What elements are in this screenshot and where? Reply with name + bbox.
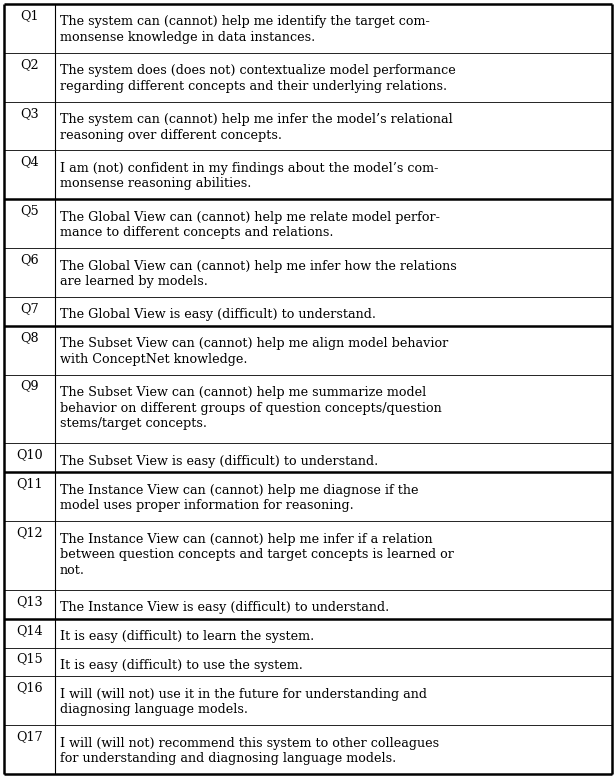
Text: The Global View is easy (difficult) to understand.: The Global View is easy (difficult) to u… <box>60 308 376 321</box>
Text: Q15: Q15 <box>16 653 43 665</box>
Text: Q8: Q8 <box>20 331 39 344</box>
Text: The Global View can (cannot) help me infer how the relations
are learned by mode: The Global View can (cannot) help me inf… <box>60 260 456 288</box>
Text: The Subset View can (cannot) help me align model behavior
with ConceptNet knowle: The Subset View can (cannot) help me ali… <box>60 337 448 366</box>
Text: Q4: Q4 <box>20 156 39 169</box>
Text: Q5: Q5 <box>20 205 39 217</box>
Text: The Instance View can (cannot) help me diagnose if the
model uses proper informa: The Instance View can (cannot) help me d… <box>60 484 418 512</box>
Text: Q16: Q16 <box>16 682 43 694</box>
Text: The Global View can (cannot) help me relate model perfor-
mance to different con: The Global View can (cannot) help me rel… <box>60 211 439 240</box>
Text: Q2: Q2 <box>20 58 39 71</box>
Text: Q9: Q9 <box>20 380 39 393</box>
Text: Q12: Q12 <box>16 526 43 539</box>
Text: Q11: Q11 <box>16 477 43 490</box>
Text: I will (will not) recommend this system to other colleagues
for understanding an: I will (will not) recommend this system … <box>60 737 439 765</box>
Text: The system can (cannot) help me infer the model’s relational
reasoning over diff: The system can (cannot) help me infer th… <box>60 113 452 142</box>
Text: The Subset View is easy (difficult) to understand.: The Subset View is easy (difficult) to u… <box>60 455 378 468</box>
Text: It is easy (difficult) to use the system.: It is easy (difficult) to use the system… <box>60 659 302 672</box>
Text: Q3: Q3 <box>20 107 39 120</box>
Text: Q6: Q6 <box>20 253 39 266</box>
Text: Q7: Q7 <box>20 302 39 315</box>
Text: Q14: Q14 <box>16 624 43 636</box>
Text: I will (will not) use it in the future for understanding and
diagnosing language: I will (will not) use it in the future f… <box>60 688 426 717</box>
Text: It is easy (difficult) to learn the system.: It is easy (difficult) to learn the syst… <box>60 630 314 643</box>
Text: Q17: Q17 <box>16 731 43 743</box>
Text: I am (not) confident in my findings about the model’s com-
monsense reasoning ab: I am (not) confident in my findings abou… <box>60 162 438 191</box>
Text: The Instance View is easy (difficult) to understand.: The Instance View is easy (difficult) to… <box>60 601 389 615</box>
Text: The system can (cannot) help me identify the target com-
monsense knowledge in d: The system can (cannot) help me identify… <box>60 16 429 44</box>
Text: Q13: Q13 <box>16 595 43 608</box>
Text: The Subset View can (cannot) help me summarize model
behavior on different group: The Subset View can (cannot) help me sum… <box>60 386 441 430</box>
Text: The system does (does not) contextualize model performance
regarding different c: The system does (does not) contextualize… <box>60 65 455 93</box>
Text: The Instance View can (cannot) help me infer if a relation
between question conc: The Instance View can (cannot) help me i… <box>60 533 453 576</box>
Text: Q10: Q10 <box>16 448 43 461</box>
Text: Q1: Q1 <box>20 9 39 22</box>
